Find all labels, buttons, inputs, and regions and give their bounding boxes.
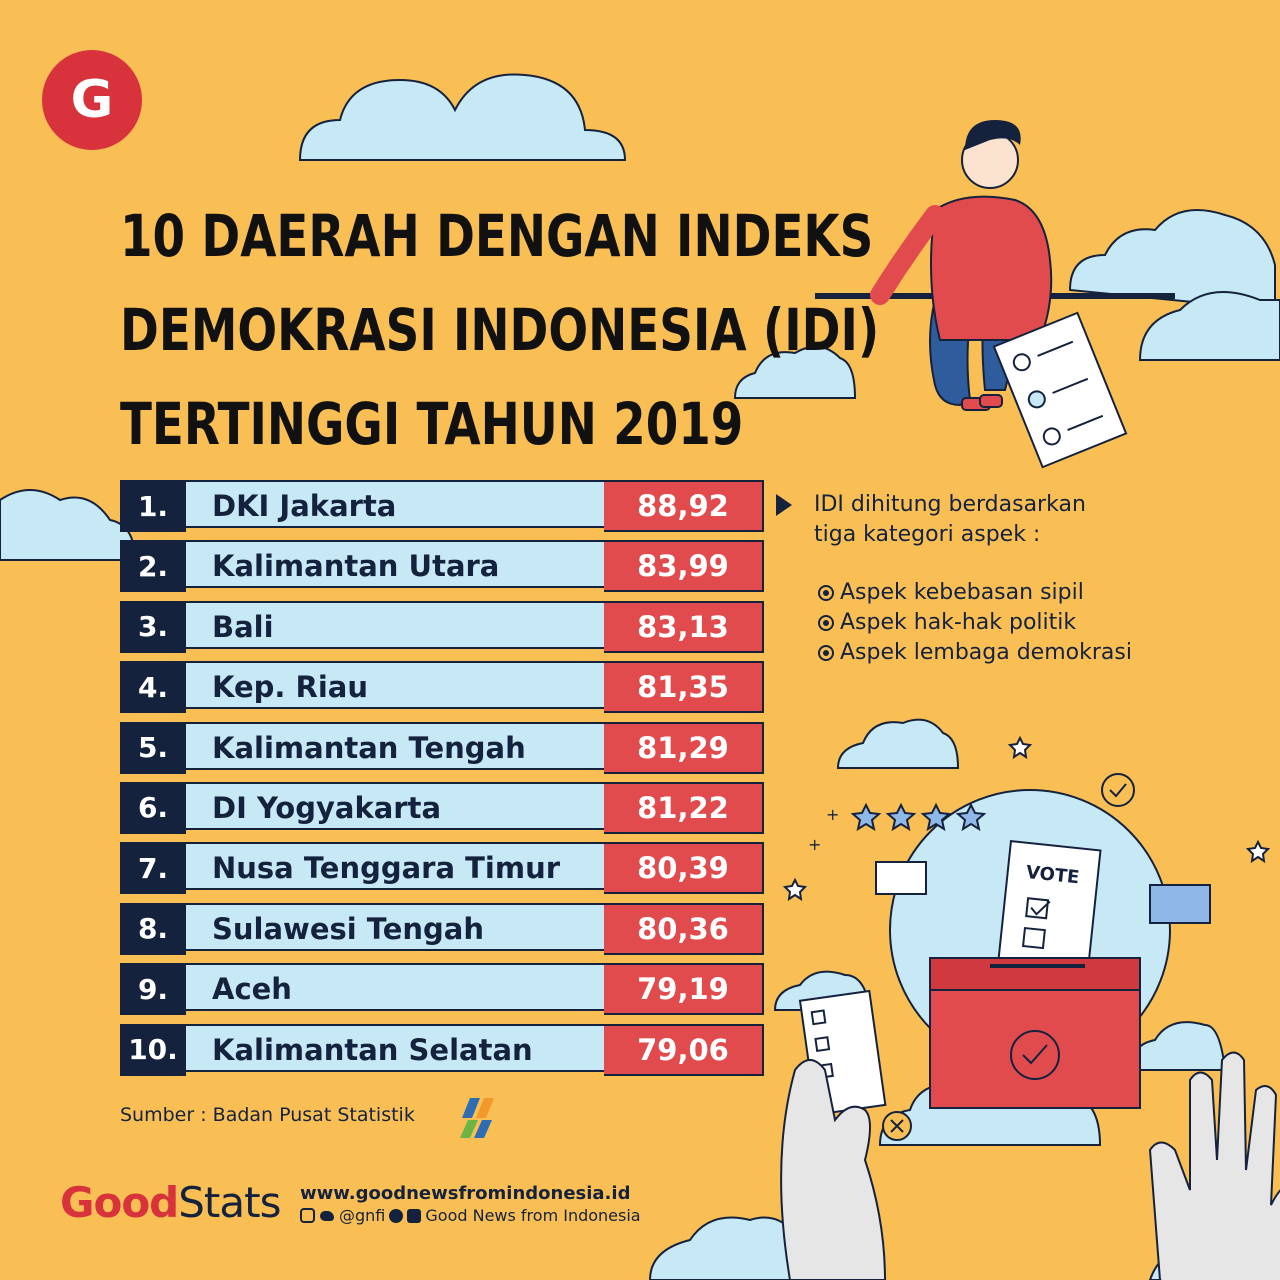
cloud-icon xyxy=(1068,209,1276,312)
table-row: 8. Sulawesi Tengah 80,36 xyxy=(120,902,764,955)
value-cell: 88,92 xyxy=(604,480,764,532)
page-title: 10 DAERAH DENGAN INDEKS DEMOKRASI INDONE… xyxy=(120,190,880,472)
facebook-icon[interactable] xyxy=(389,1208,404,1223)
table-row: 2. Kalimantan Utara 83,99 xyxy=(120,540,764,593)
aspect-label: Aspek hak-hak politik xyxy=(840,610,1077,635)
star-icon xyxy=(1245,839,1271,864)
list-item: Aspek lembaga demokrasi xyxy=(818,638,1196,668)
brand-stats: Stats xyxy=(178,1178,281,1227)
svg-text:+: + xyxy=(826,805,839,824)
aspect-label: Aspek lembaga demokrasi xyxy=(840,640,1132,665)
cloud-icon xyxy=(298,73,627,161)
checklist-illustration xyxy=(992,311,1128,469)
region-cell: Kalimantan Utara xyxy=(186,540,604,589)
brand-logo: G xyxy=(42,30,152,150)
aspect-list: Aspek kebebasan sipil Aspek hak-hak poli… xyxy=(818,578,1196,668)
table-row: 5. Kalimantan Tengah 81,29 xyxy=(120,721,764,774)
idi-note: IDI dihitung berdasarkan tiga kategori a… xyxy=(776,490,1196,668)
rank-cell: 9. xyxy=(120,963,186,1016)
value-cell: 81,35 xyxy=(604,661,764,714)
region-cell: Sulawesi Tengah xyxy=(186,902,604,951)
star-icon xyxy=(1007,735,1033,760)
cloud-icon xyxy=(1138,291,1280,361)
title-line: 10 DAERAH DENGAN INDEKS xyxy=(120,203,874,271)
title-line: DEMOKRASI INDONESIA (IDI) xyxy=(120,297,880,365)
bps-logo-icon xyxy=(460,1098,494,1138)
rank-cell: 5. xyxy=(120,721,186,774)
table-row: 4. Kep. Riau 81,35 xyxy=(120,661,764,714)
list-item: Aspek kebebasan sipil xyxy=(818,578,1196,608)
man-illustration xyxy=(870,120,1053,411)
table-row: 9. Aceh 79,19 xyxy=(120,963,764,1016)
table-row: 10. Kalimantan Selatan 79,06 xyxy=(120,1023,764,1076)
value-cell: 79,19 xyxy=(604,963,764,1016)
region-cell: Kalimantan Selatan xyxy=(186,1023,604,1072)
star-icon xyxy=(885,802,917,832)
rank-cell: 10. xyxy=(120,1023,186,1076)
title-line: TERTINGGI TAHUN 2019 xyxy=(120,391,744,459)
play-arrow-icon xyxy=(776,494,792,516)
rank-cell: 4. xyxy=(120,661,186,714)
radio-bullet-icon xyxy=(818,615,834,631)
youtube-icon[interactable] xyxy=(407,1208,422,1223)
value-cell: 81,29 xyxy=(604,721,764,774)
source-text: Sumber : Badan Pusat Statistik xyxy=(120,1104,415,1126)
svg-text:+: + xyxy=(808,835,821,854)
rank-cell: 3. xyxy=(120,600,186,653)
radio-bullet-icon xyxy=(818,585,834,601)
social-handle[interactable]: @gnfi xyxy=(339,1206,386,1225)
rank-cell: 8. xyxy=(120,902,186,955)
table-row: 6. DI Yogyakarta 81,22 xyxy=(120,781,764,834)
rank-cell: 7. xyxy=(120,842,186,895)
goodstats-logo: GoodStats xyxy=(60,1178,281,1227)
twitter-icon[interactable] xyxy=(319,1209,335,1223)
rank-cell: 1. xyxy=(120,480,186,532)
list-item: Aspek hak-hak politik xyxy=(818,608,1196,638)
website-link[interactable]: www.goodnewsfromindonesia.id xyxy=(300,1183,631,1204)
value-cell: 79,06 xyxy=(604,1023,764,1076)
region-cell: Nusa Tenggara Timur xyxy=(186,842,604,891)
rank-cell: 2. xyxy=(120,540,186,593)
region-cell: DI Yogyakarta xyxy=(186,781,604,830)
star-icon xyxy=(955,802,987,832)
hand-illustration xyxy=(780,1059,887,1280)
value-cell: 80,39 xyxy=(604,842,764,895)
social-links: @gnfi Good News from Indonesia xyxy=(300,1206,641,1225)
radio-bullet-icon xyxy=(818,645,834,661)
aspect-label: Aspek kebebasan sipil xyxy=(840,580,1084,605)
note-intro-line: IDI dihitung berdasarkan xyxy=(814,492,1086,517)
region-cell: DKI Jakarta xyxy=(186,480,604,528)
star-icon xyxy=(920,802,952,832)
value-cell: 81,22 xyxy=(604,781,764,834)
stars-decoration xyxy=(850,802,987,832)
cloud-icon xyxy=(0,489,137,561)
region-cell: Kep. Riau xyxy=(186,661,604,710)
rank-cell: 6. xyxy=(120,781,186,834)
brand-good: Good xyxy=(60,1178,179,1227)
page-name[interactable]: Good News from Indonesia xyxy=(425,1206,641,1225)
cloud-icon xyxy=(733,345,857,399)
region-cell: Kalimantan Tengah xyxy=(186,721,604,770)
value-cell: 83,13 xyxy=(604,600,764,653)
ranking-table: 1. DKI Jakarta 88,92 2. Kalimantan Utara 83,… xyxy=(120,480,764,1084)
table-row: 7. Nusa Tenggara Timur 80,39 xyxy=(120,842,764,895)
value-cell: 80,36 xyxy=(604,902,764,955)
table-row: 1. DKI Jakarta 88,92 xyxy=(120,480,764,532)
region-cell: Aceh xyxy=(186,963,604,1012)
cloud-icon xyxy=(1128,1021,1227,1071)
brand-logo-mark: G xyxy=(42,50,142,150)
cloud-icon xyxy=(836,718,960,769)
region-cell: Bali xyxy=(186,600,604,649)
note-intro-line: tiga kategori aspek : xyxy=(814,522,1041,547)
star-icon xyxy=(850,802,882,832)
instagram-icon[interactable] xyxy=(300,1208,315,1223)
value-cell: 83,99 xyxy=(604,540,764,593)
hand-illustration xyxy=(1148,1051,1280,1280)
star-icon xyxy=(782,877,808,902)
table-row: 3. Bali 83,13 xyxy=(120,600,764,653)
